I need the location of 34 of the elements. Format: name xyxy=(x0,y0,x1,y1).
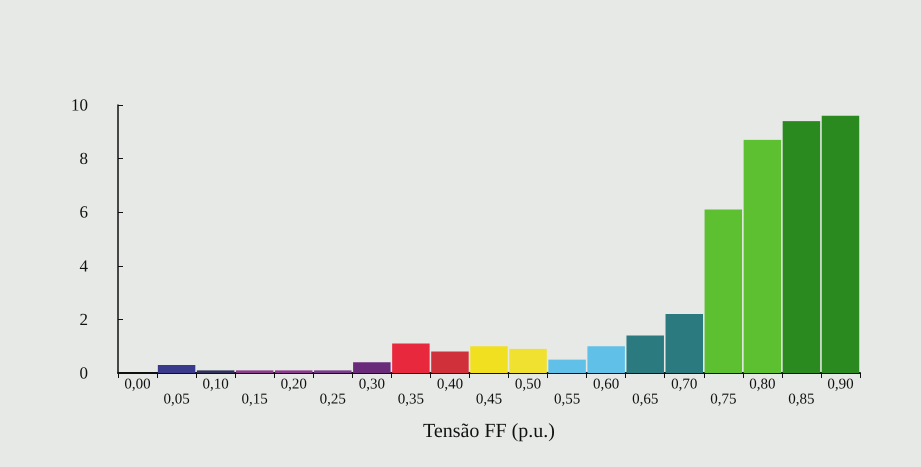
x-tick-label: 0,30 xyxy=(358,376,385,392)
y-tick-label: 0 xyxy=(80,364,88,382)
bar xyxy=(158,364,196,373)
x-tick-label: 0,00 xyxy=(124,376,151,392)
x-tick-label: 0,35 xyxy=(398,392,424,408)
x-axis-title: Tensão FF (p.u.) xyxy=(423,420,555,442)
bar xyxy=(392,344,430,373)
x-tick-label: 0,45 xyxy=(476,392,502,408)
bar xyxy=(353,362,391,373)
x-tick-label: 0,10 xyxy=(202,376,229,392)
bar xyxy=(196,370,234,373)
bar xyxy=(470,346,508,373)
bar xyxy=(509,348,547,373)
bar xyxy=(431,352,469,373)
x-tick-label: 0,55 xyxy=(554,392,580,408)
x-tick-label: 0,20 xyxy=(280,376,307,392)
x-tick-label: 0,80 xyxy=(749,376,776,392)
x-tick-label: 0,70 xyxy=(671,376,698,392)
x-tick-label: 0,85 xyxy=(788,392,815,408)
x-tick-label: 0,40 xyxy=(436,376,464,392)
x-tick-label: 0,75 xyxy=(710,392,736,408)
bar xyxy=(314,370,352,373)
y-tick-label: 4 xyxy=(80,256,88,276)
x-tick-label: 0,15 xyxy=(242,392,268,408)
x-tick-label: 0,65 xyxy=(632,392,658,408)
x-tick-label: 0,90 xyxy=(827,376,854,392)
y-tick-label: 2 xyxy=(80,310,88,329)
y-tick-label: 6 xyxy=(80,202,88,222)
y-tick-label: 10 xyxy=(71,96,88,114)
x-tick-label: 0,50 xyxy=(514,376,542,392)
y-tick-label: 8 xyxy=(80,149,88,168)
x-tick-label: 0,60 xyxy=(593,376,620,392)
x-tick-label: 0,25 xyxy=(320,392,346,408)
x-tick-label: 0,05 xyxy=(163,392,190,408)
